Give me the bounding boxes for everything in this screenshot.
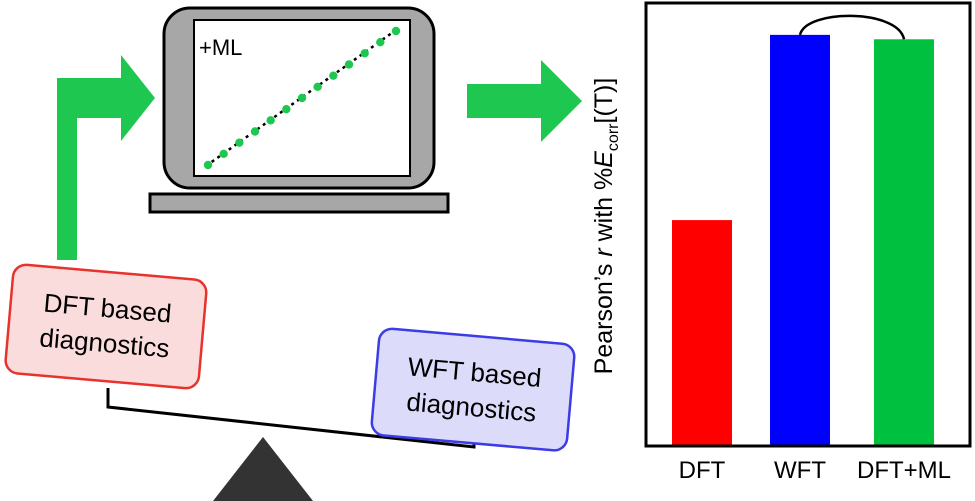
up-right-arrow: [57, 55, 155, 260]
wft-box-shape: [370, 327, 576, 452]
trend-point: [250, 127, 260, 136]
trend-point: [219, 149, 228, 159]
trend-point: [344, 60, 354, 69]
chart-frame: [644, 1, 972, 448]
x-tick-label: DFT+ML: [857, 457, 951, 484]
x-tick-label: WFT: [774, 457, 826, 484]
trend-point: [297, 93, 307, 103]
trend-point: [203, 160, 213, 170]
x-tick-label: DFT: [679, 457, 726, 484]
trend-point: [235, 138, 244, 147]
bar-dft: [672, 220, 732, 445]
laptop-base: [148, 192, 450, 214]
laptop-label: +ML: [199, 35, 242, 60]
right-arrow: [467, 60, 582, 142]
dft-box-shape: [4, 263, 208, 390]
bar-wft: [770, 34, 830, 446]
bar-dft-ml: [874, 39, 934, 445]
trend-point: [329, 71, 338, 80]
trend-point: [360, 49, 369, 58]
bars: [672, 34, 934, 446]
trend-point: [282, 104, 291, 114]
trend-point: [266, 116, 275, 125]
trend-points: [203, 26, 401, 170]
trend-point: [391, 26, 401, 36]
bar-chart: Pearson’s r with %Ecorr[(T)] ≈ DFTWFTDFT…: [590, 0, 972, 484]
x-tick-labels: DFT WFT DFT+ML: [679, 457, 951, 484]
trend-point: [313, 82, 322, 92]
laptop: +ML: [148, 6, 450, 214]
seesaw-fulcrum: [213, 437, 313, 501]
chart-ylabel: Pearson’s r with %Ecorr[(T)]: [590, 78, 622, 375]
flow-arrows: [57, 55, 582, 260]
wft-diagnostics-box: WFT based diagnostics: [370, 327, 576, 452]
approx-connector: [798, 14, 906, 40]
trend-point: [376, 37, 385, 47]
dft-diagnostics-box: DFT based diagnostics: [4, 263, 208, 390]
